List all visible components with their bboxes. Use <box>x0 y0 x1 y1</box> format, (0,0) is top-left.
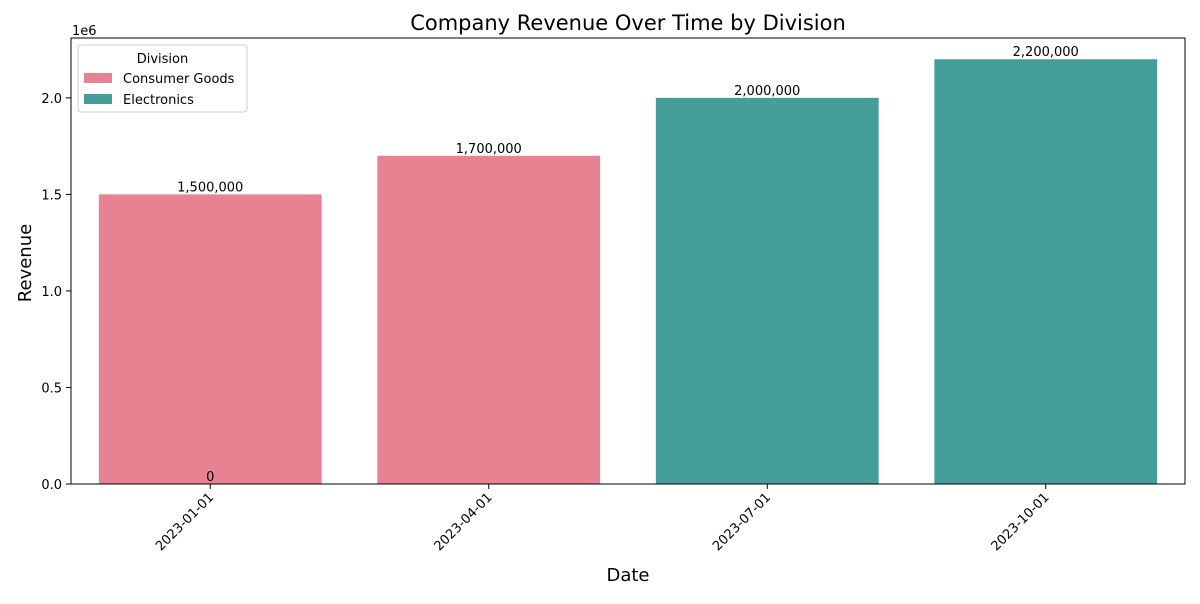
legend-entry-1: Electronics <box>123 93 194 108</box>
x-tick-label: 2023-07-01 <box>710 490 774 554</box>
y-tick-label: 1.5 <box>41 188 62 203</box>
bar-2023-04-01 <box>377 155 601 484</box>
legend-swatch-1 <box>84 94 112 104</box>
x-tick-label: 2023-04-01 <box>432 490 496 554</box>
legend: Division Consumer Goods Electronics <box>77 44 248 113</box>
legend-box <box>77 44 248 113</box>
bar-2023-01-01 <box>98 194 322 484</box>
y-axis-label: Revenue <box>15 224 36 302</box>
bars-layer <box>98 59 1158 484</box>
bar-labels-layer: 1,500,000 1,700,000 2,000,000 2,200,000 0 <box>177 45 1079 485</box>
y-axis-offset-label: 1e6 <box>72 24 97 39</box>
bar-value-label: 2,000,000 <box>734 84 800 99</box>
y-tick-label: 0.5 <box>41 381 62 396</box>
legend-title: Division <box>137 52 189 67</box>
zero-value-label: 0 <box>206 470 214 485</box>
bar-value-label: 1,700,000 <box>456 142 522 157</box>
bar-2023-10-01 <box>934 59 1158 484</box>
y-tick-label: 1.0 <box>41 285 62 300</box>
plot-frame <box>70 37 1186 485</box>
y-tick-label: 0.0 <box>41 478 62 493</box>
y-tick-label: 2.0 <box>41 92 62 107</box>
x-tick-label: 2023-10-01 <box>989 490 1053 554</box>
bar-value-label: 1,500,000 <box>177 180 243 195</box>
bar-value-label: 2,200,000 <box>1013 45 1079 60</box>
x-tick-label: 2023-01-01 <box>153 490 217 554</box>
legend-entry-0: Consumer Goods <box>123 72 235 87</box>
x-axis-label: Date <box>606 565 649 586</box>
legend-swatch-0 <box>84 73 112 83</box>
bar-2023-07-01 <box>655 97 879 484</box>
chart-title: Company Revenue Over Time by Division <box>410 11 846 35</box>
